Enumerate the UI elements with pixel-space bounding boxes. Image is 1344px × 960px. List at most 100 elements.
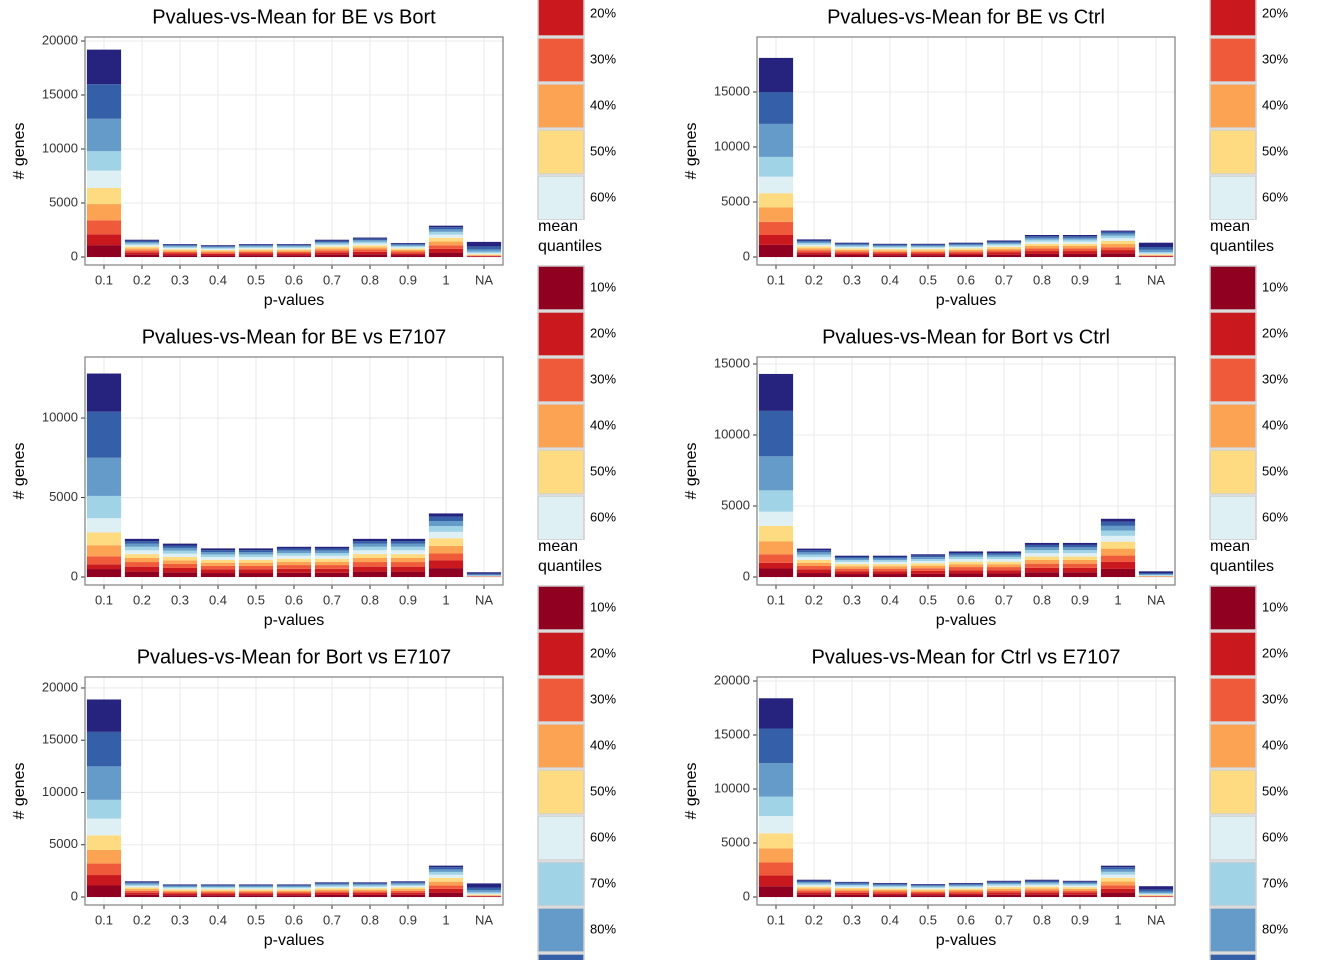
bar-segment — [352, 247, 388, 250]
bar-segment — [428, 545, 464, 554]
bar-segment — [796, 894, 832, 898]
legend-swatch — [1209, 631, 1257, 677]
bar-segment — [948, 244, 984, 246]
bar-segment — [758, 235, 794, 245]
legend-swatch — [537, 265, 585, 311]
x-tick-label: 0.8 — [361, 272, 379, 287]
chart-title: Pvalues-vs-Mean for Bort vs E7107 — [137, 646, 452, 668]
legend-swatch — [537, 907, 585, 953]
bar-segment — [162, 547, 198, 551]
bar-segment — [1100, 247, 1136, 251]
bar-segment — [986, 553, 1022, 555]
legend-label: 60% — [1262, 189, 1288, 204]
bar-segment — [758, 562, 794, 569]
chart-title: Pvalues-vs-Mean for BE vs Ctrl — [827, 6, 1105, 28]
y-tick-label: 10000 — [42, 140, 78, 155]
bar-segment — [1138, 254, 1174, 256]
bar-segment — [390, 884, 426, 886]
bar-segment — [872, 246, 908, 248]
bar-segment — [390, 887, 426, 890]
bar-segment — [1138, 255, 1174, 256]
y-axis-label: # genes — [683, 443, 700, 500]
bar-segment — [162, 244, 198, 246]
bar-segment — [124, 889, 160, 891]
bar-segment — [834, 887, 870, 890]
bar-segment — [834, 571, 870, 575]
y-tick-label: 5000 — [721, 834, 750, 849]
bar-segment — [1024, 572, 1060, 578]
legend-swatch — [537, 723, 585, 769]
bar-segment — [796, 892, 832, 895]
bar-segment — [986, 888, 1022, 891]
bar-segment — [238, 887, 274, 889]
x-axis-label: p-values — [264, 932, 324, 949]
bar-segment — [872, 895, 908, 898]
bar-segment — [910, 565, 946, 569]
legend-swatch — [537, 677, 585, 723]
bar-segment — [910, 884, 946, 886]
bar-segment — [796, 548, 832, 551]
bar-segment — [276, 889, 312, 891]
bar-segment — [276, 558, 312, 562]
bar-segment — [1062, 239, 1098, 242]
legend-label: 60% — [590, 509, 616, 524]
bar-segment — [834, 251, 870, 254]
bar-segment — [1062, 547, 1098, 551]
bar-segment — [1100, 244, 1136, 248]
x-tick-label: NA — [1147, 272, 1165, 287]
bar-segment — [872, 883, 908, 885]
legend-label: 40% — [590, 737, 616, 752]
bar-segment — [352, 566, 388, 572]
bar-segment — [986, 254, 1022, 258]
bar-segment — [428, 229, 464, 232]
legend-label: 50% — [1262, 143, 1288, 158]
bar-segment — [834, 245, 870, 247]
bar-segment — [124, 241, 160, 244]
plot-border — [84, 676, 504, 906]
bar-segment — [1024, 894, 1060, 898]
legend-swatch — [1209, 129, 1257, 175]
bar-segment — [1024, 239, 1060, 242]
x-tick-label: 0.6 — [285, 592, 303, 607]
bar-segment — [238, 573, 274, 578]
bar-segment — [796, 879, 832, 881]
x-tick-label: 0.5 — [919, 592, 937, 607]
bar-segment — [86, 731, 122, 767]
x-tick-label: NA — [475, 912, 493, 927]
bar-segment — [200, 889, 236, 891]
bar-segment — [1138, 891, 1174, 894]
bar-segment — [124, 250, 160, 253]
legend: mean quantiles10%20%30%40%50%60%70%80%90… — [1209, 220, 1288, 540]
bar-segment — [1138, 889, 1174, 892]
bar-segment — [834, 249, 870, 252]
bar-segment — [466, 246, 502, 250]
bar-segment — [428, 871, 464, 875]
bar-segment — [428, 560, 464, 569]
bar-segment — [834, 564, 870, 567]
legend-swatch — [537, 769, 585, 815]
bar-segment — [162, 886, 198, 888]
bar-segment — [1024, 251, 1060, 254]
bar-segment — [200, 886, 236, 888]
bar-segment — [1062, 887, 1098, 889]
bar-segment — [352, 886, 388, 889]
bar-segment — [162, 246, 198, 248]
bar-segment — [758, 848, 794, 863]
bar-segment — [1024, 542, 1060, 545]
bar-segment — [872, 243, 908, 245]
x-tick-label: 0.4 — [209, 272, 227, 287]
x-axis-label: p-values — [936, 932, 996, 949]
bar-segment — [352, 882, 388, 884]
bar-segment — [948, 551, 984, 554]
bar-segment — [428, 538, 464, 546]
bar-segment — [428, 234, 464, 238]
bar-segment — [428, 231, 464, 235]
x-tick-label: 0.2 — [805, 912, 823, 927]
bar-segment — [200, 569, 236, 574]
bar-segment — [238, 244, 274, 245]
legend-title: mean quantiles — [538, 218, 603, 255]
bar-segment — [124, 557, 160, 563]
bar-segment — [466, 573, 502, 575]
x-tick-label: 0.6 — [957, 592, 975, 607]
